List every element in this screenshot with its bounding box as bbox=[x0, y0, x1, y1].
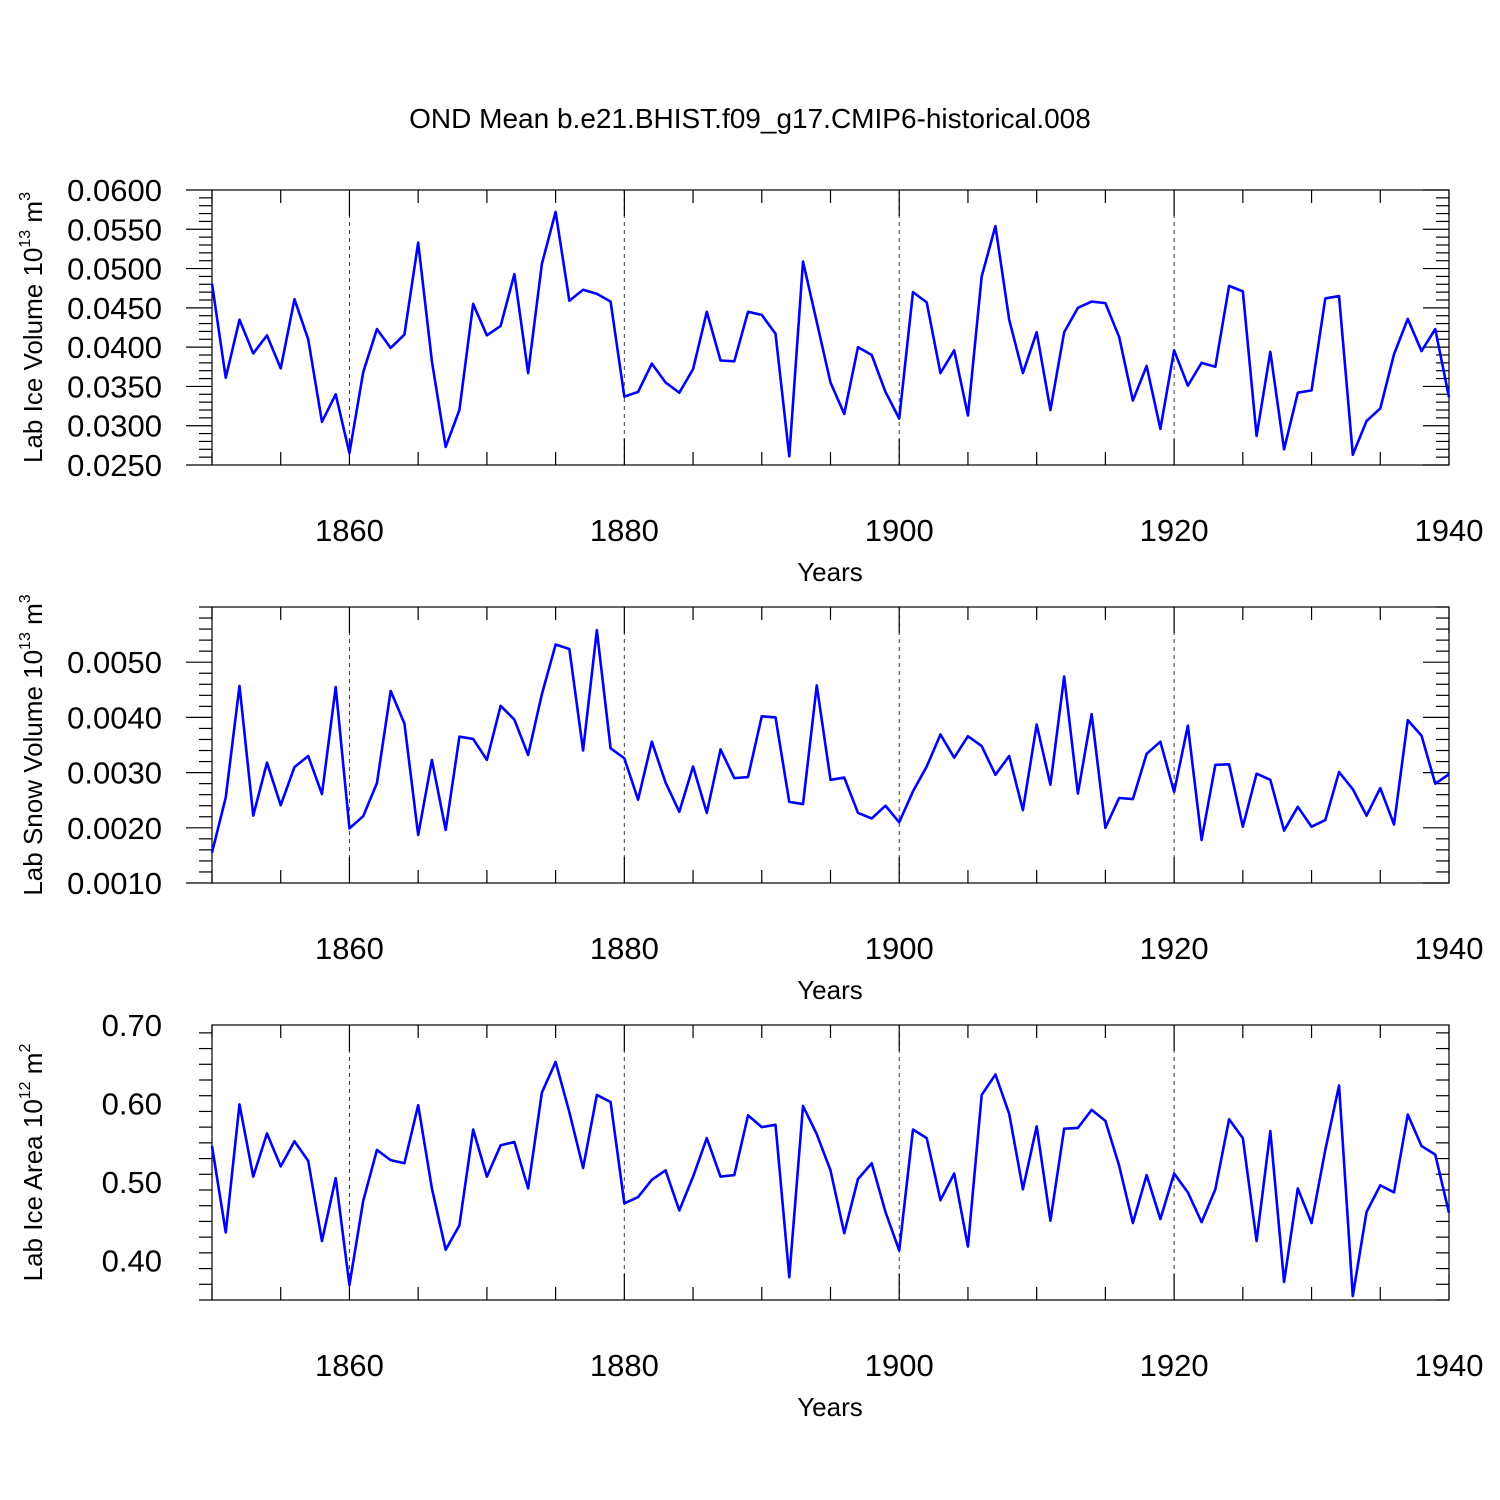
y-tick-label: 0.0030 bbox=[67, 756, 162, 791]
series-line bbox=[210, 210, 1451, 458]
x-tick-label: 1940 bbox=[1415, 1348, 1484, 1383]
y-axis-title: Lab Ice Area 1012 m2 bbox=[17, 1044, 48, 1282]
y-tick-label: 0.70 bbox=[102, 1008, 162, 1043]
x-tick-label: 1900 bbox=[865, 1348, 934, 1383]
x-tick-label: 1940 bbox=[1415, 931, 1484, 966]
y-tick-label: 0.0400 bbox=[67, 330, 162, 365]
x-tick-label: 1940 bbox=[1415, 513, 1484, 548]
y-tick-label: 0.0500 bbox=[67, 252, 162, 287]
series-line bbox=[210, 1060, 1451, 1298]
y-tick-label: 0.0250 bbox=[67, 448, 162, 483]
x-axis-title: Years bbox=[797, 557, 863, 587]
x-tick-label: 1880 bbox=[590, 513, 659, 548]
y-tick-label: 0.0010 bbox=[67, 866, 162, 901]
series-line bbox=[210, 628, 1450, 853]
x-tick-label: 1900 bbox=[865, 931, 934, 966]
y-axis-title-part: Lab Ice Volume 10 bbox=[18, 248, 48, 463]
plot-frame bbox=[211, 189, 1450, 466]
x-tick-label: 1860 bbox=[315, 1348, 384, 1383]
chart-panels: 1860 1880 1900 1920 1940 Years 0.0250 0.0300 0.0… bbox=[17, 173, 1483, 1422]
y-axis-title-superscript: 2 bbox=[17, 1044, 34, 1053]
y-tick-label: 0.0450 bbox=[67, 291, 162, 326]
y-tick-label: 0.40 bbox=[102, 1244, 162, 1279]
y-axis-title-superscript: 13 bbox=[17, 230, 34, 248]
y-tick-label: 0.50 bbox=[102, 1165, 162, 1200]
y-tick-label: 0.0550 bbox=[67, 212, 162, 247]
y-axis-title-superscript: 13 bbox=[17, 632, 34, 650]
x-tick-label: 1860 bbox=[315, 931, 384, 966]
x-axis-title: Years bbox=[797, 975, 863, 1005]
y-axis-title-part: m bbox=[18, 1053, 48, 1082]
x-tick-label: 1880 bbox=[590, 931, 659, 966]
panel-1: 1860 1880 1900 1920 1940 Years 0.0250 0.0300 0.0… bbox=[17, 173, 1483, 587]
y-axis-title-part: Lab Ice Area 10 bbox=[18, 1099, 48, 1281]
y-tick-label: 0.0040 bbox=[67, 700, 162, 735]
y-tick-label: 0.60 bbox=[102, 1087, 162, 1122]
plot-frame bbox=[211, 606, 1450, 884]
x-tick-label: 1920 bbox=[1140, 1348, 1209, 1383]
y-axis-title-superscript: 12 bbox=[17, 1081, 34, 1099]
y-axis-title-part: Lab Snow Volume 10 bbox=[18, 650, 48, 896]
y-tick-label: 0.0600 bbox=[67, 173, 162, 208]
y-tick-label: 0.0350 bbox=[67, 369, 162, 404]
x-tick-label: 1900 bbox=[865, 513, 934, 548]
y-axis-title-superscript: 3 bbox=[17, 594, 34, 603]
x-axis-title: Years bbox=[797, 1392, 863, 1422]
x-tick-label: 1920 bbox=[1140, 513, 1209, 548]
y-tick-label: 0.0300 bbox=[67, 409, 162, 444]
x-tick-label: 1920 bbox=[1140, 931, 1209, 966]
x-tick-label: 1880 bbox=[590, 1348, 659, 1383]
y-axis-title: Lab Snow Volume 1013 m3 bbox=[17, 594, 48, 895]
chart-title: OND Mean b.e21.BHIST.f09_g17.CMIP6-histo… bbox=[409, 103, 1091, 134]
y-axis-title-part: m bbox=[18, 201, 48, 230]
y-axis-title-part: m bbox=[18, 603, 48, 632]
y-tick-label: 0.0020 bbox=[67, 811, 162, 846]
panel-2: 1860 1880 1900 1920 1940 Years 0.0010 0.0020 0.0… bbox=[17, 594, 1483, 1005]
y-axis-title: Lab Ice Volume 1013 m3 bbox=[17, 192, 48, 463]
y-tick-label: 0.0050 bbox=[67, 645, 162, 680]
panel-3: 1860 1880 1900 1920 1940 Years 0.40 0.50 0.60 0.7… bbox=[17, 1008, 1483, 1422]
y-axis-title-superscript: 3 bbox=[17, 192, 34, 201]
x-tick-label: 1860 bbox=[315, 513, 384, 548]
